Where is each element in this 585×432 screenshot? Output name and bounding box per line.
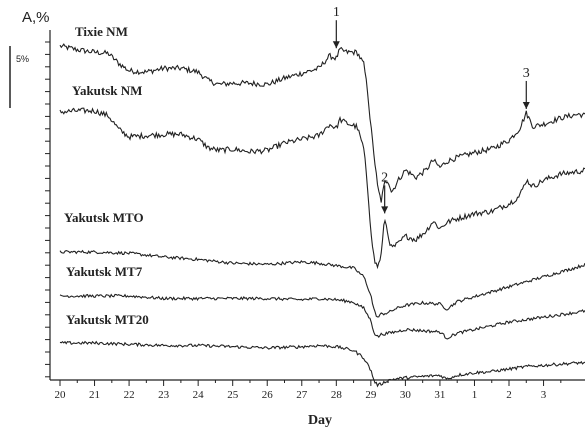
- axes: [9, 30, 585, 386]
- labels-layer: 20 21 22 23 24 25 26 27 28 29 30 31 1 2 3A,%Day5%Tixie…: [16, 9, 547, 428]
- annotations-layer: 1 2 3: [332, 5, 530, 214]
- annotation-label: 3: [523, 66, 530, 81]
- x-tick-label: 24: [193, 389, 205, 401]
- series-label: Yakutsk NM: [72, 83, 142, 98]
- series-line-yakutsk-mto: [59, 249, 585, 318]
- series-line-yakutsk-mt7: [59, 293, 585, 340]
- annotation-arrowhead: [332, 41, 340, 49]
- scale-bar-label: 5%: [16, 54, 29, 64]
- x-tick-label: 3: [541, 389, 547, 401]
- y-axis-label: A,%: [22, 9, 50, 26]
- x-tick-label: 27: [296, 389, 308, 401]
- series-line-tixie-nm: [59, 43, 585, 203]
- series-label: Yakutsk MT7: [66, 264, 143, 279]
- series-line-yakutsk-mt20: [59, 340, 585, 388]
- x-tick-label: 25: [227, 389, 239, 401]
- x-tick-label: 29: [365, 389, 377, 401]
- x-tick-label: 2: [506, 389, 512, 401]
- series-layer: [59, 43, 585, 388]
- series-label: Yakutsk MTO: [64, 210, 144, 225]
- x-tick-label: 21: [89, 389, 100, 401]
- x-tick-label: 28: [331, 389, 343, 401]
- series-line-yakutsk-nm: [59, 107, 585, 270]
- annotation-label: 2: [381, 170, 388, 185]
- series-label: Yakutsk MT20: [66, 312, 149, 327]
- series-label: Tixie NM: [75, 24, 128, 39]
- x-tick-label: 1: [472, 389, 478, 401]
- x-tick-label: 31: [434, 389, 445, 401]
- x-tick-label: 26: [262, 389, 274, 401]
- x-tick-label: 20: [55, 389, 67, 401]
- x-axis-label: Day: [308, 413, 332, 428]
- annotation-arrowhead: [522, 101, 530, 109]
- x-tick-label: 23: [158, 389, 170, 401]
- annotation-label: 1: [333, 5, 340, 20]
- x-tick-label: 22: [124, 389, 135, 401]
- annotation-arrowhead: [381, 206, 389, 214]
- x-tick-label: 30: [400, 389, 412, 401]
